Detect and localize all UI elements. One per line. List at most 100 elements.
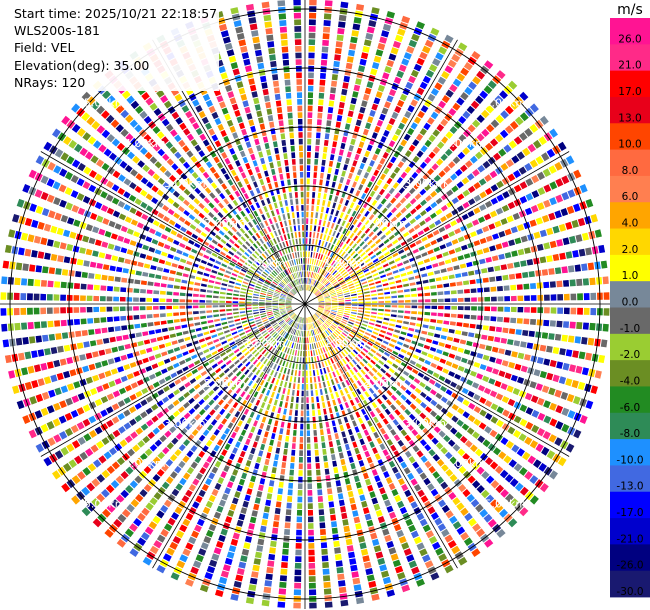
- ppi-gate: [236, 32, 245, 40]
- ppi-gate: [338, 309, 344, 312]
- ppi-gate: [337, 183, 343, 190]
- ppi-gate: [445, 89, 454, 98]
- ppi-gate: [449, 143, 458, 152]
- ppi-gate: [370, 243, 376, 249]
- ppi-gate: [400, 254, 407, 260]
- ppi-gate: [525, 193, 534, 201]
- ppi-gate: [94, 328, 102, 335]
- ppi-gate: [54, 387, 62, 396]
- ppi-gate: [260, 157, 266, 165]
- ppi-gate: [381, 225, 388, 232]
- ppi-gate: [328, 372, 333, 379]
- ppi-gate: [127, 278, 134, 284]
- ppi-gate: [246, 310, 252, 313]
- ppi-gate: [357, 271, 364, 276]
- ppi-gate: [341, 251, 346, 257]
- ppi-gate: [373, 217, 379, 224]
- ppi-gate: [333, 426, 338, 433]
- ppi-gate: [436, 236, 443, 243]
- ppi-gate: [219, 300, 225, 303]
- ppi-gate: [296, 357, 299, 363]
- ppi-gate: [259, 338, 265, 343]
- ppi-gate: [410, 99, 418, 107]
- ppi-gate: [352, 219, 358, 225]
- ppi-gate: [261, 387, 266, 394]
- ppi-gate: [339, 368, 344, 374]
- ppi-gate: [251, 349, 258, 355]
- ppi-gate: [481, 489, 490, 499]
- ppi-gate: [104, 528, 114, 538]
- ppi-gate: [430, 190, 438, 198]
- ppi-gate: [362, 507, 370, 515]
- ppi-gate: [96, 125, 106, 134]
- ppi-gate: [53, 402, 61, 411]
- ppi-gate: [185, 372, 193, 378]
- ppi-gate: [484, 538, 494, 548]
- ppi-gate: [263, 95, 270, 102]
- ppi-gate: [438, 430, 446, 438]
- ppi-gate: [308, 271, 310, 278]
- ppi-gate: [335, 247, 341, 254]
- ppi-gate: [193, 383, 201, 390]
- ppi-gate: [319, 285, 325, 291]
- ppi-gate: [170, 129, 178, 137]
- ppi-gate: [371, 401, 378, 409]
- ppi-gate: [440, 182, 448, 190]
- ppi-gate: [205, 529, 214, 538]
- ppi-gate: [302, 244, 305, 251]
- ppi-gate: [137, 512, 146, 522]
- ppi-gate: [222, 225, 229, 232]
- ppi-gate: [373, 384, 379, 391]
- ppi-gate: [252, 307, 259, 309]
- ppi-gate: [313, 322, 317, 328]
- ppi-gate: [222, 36, 231, 44]
- ppi-gate: [214, 318, 220, 322]
- ppi-gate: [140, 289, 146, 294]
- ppi-gate: [261, 519, 268, 526]
- ppi-gate: [468, 198, 476, 206]
- ppi-gate: [188, 239, 195, 245]
- ppi-gate: [450, 381, 458, 388]
- ppi-gate: [415, 434, 423, 442]
- ppi-gate: [290, 312, 295, 317]
- ppi-gate: [369, 338, 375, 343]
- ppi-gate: [357, 113, 364, 120]
- ppi-gate: [383, 129, 390, 137]
- ppi-gate: [154, 161, 162, 169]
- ppi-gate: [37, 349, 45, 357]
- ppi-gate: [566, 393, 575, 403]
- ppi-gate: [279, 321, 285, 326]
- ppi-gate: [259, 297, 266, 300]
- ppi-gate: [236, 81, 244, 89]
- ppi-gate: [214, 460, 222, 468]
- ppi-gate: [341, 351, 346, 357]
- ppi-gate: [258, 532, 266, 539]
- ppi-gate: [146, 314, 153, 319]
- ppi-gate: [20, 307, 27, 315]
- ppi-gate: [261, 340, 267, 346]
- ppi-gate: [129, 480, 138, 489]
- ppi-gate: [222, 278, 229, 283]
- ppi-gate: [386, 211, 393, 219]
- ppi-gate: [268, 346, 273, 352]
- ppi-gate: [327, 113, 333, 120]
- ppi-gate: [479, 364, 487, 371]
- ppi-gate: [485, 366, 493, 373]
- ppi-gate: [230, 169, 237, 177]
- ppi-gate: [130, 219, 138, 226]
- ppi-gate: [294, 32, 302, 39]
- ppi-gate: [516, 318, 523, 324]
- ppi-gate: [91, 120, 101, 130]
- ppi-gate: [463, 62, 473, 71]
- ppi-gate: [150, 265, 157, 271]
- ppi-gate: [369, 160, 375, 167]
- ppi-gate: [335, 354, 341, 361]
- ppi-gate: [300, 191, 304, 198]
- ppi-gate: [253, 97, 260, 105]
- ppi-gate: [47, 437, 56, 447]
- ppi-gate: [349, 558, 357, 565]
- ppi-gate: [322, 402, 326, 408]
- ppi-gate: [383, 167, 390, 175]
- ppi-gate: [367, 352, 374, 357]
- ppi-gate: [71, 123, 81, 133]
